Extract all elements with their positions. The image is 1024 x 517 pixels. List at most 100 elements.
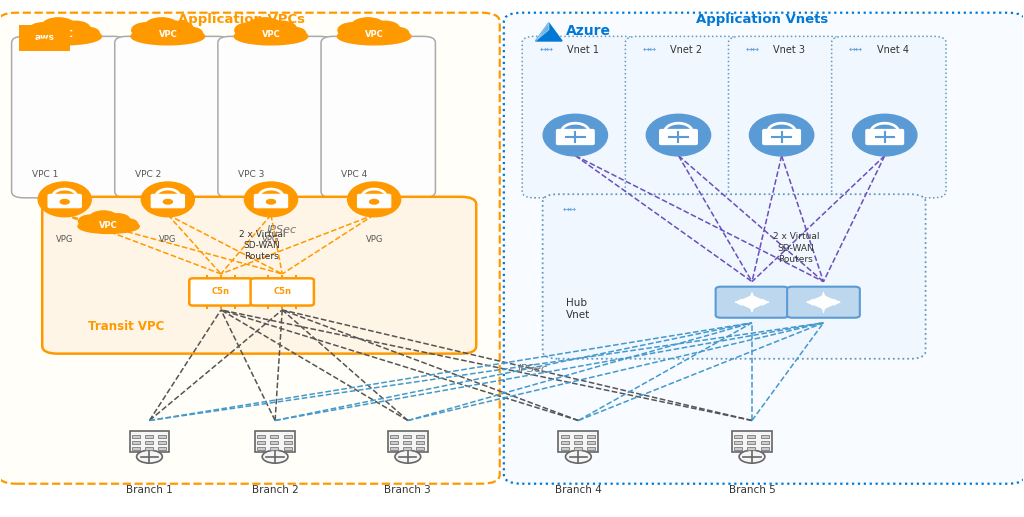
Text: Branch 4: Branch 4 — [555, 485, 602, 495]
FancyBboxPatch shape — [0, 13, 500, 484]
FancyBboxPatch shape — [748, 447, 756, 450]
FancyBboxPatch shape — [388, 431, 428, 452]
Text: Vnet 3: Vnet 3 — [773, 45, 806, 55]
Text: VPC 3: VPC 3 — [239, 170, 264, 179]
Circle shape — [144, 18, 178, 35]
FancyBboxPatch shape — [11, 36, 126, 198]
FancyBboxPatch shape — [728, 36, 843, 198]
FancyBboxPatch shape — [573, 447, 582, 450]
FancyBboxPatch shape — [390, 447, 398, 450]
FancyBboxPatch shape — [257, 435, 265, 438]
Text: C5n: C5n — [212, 287, 230, 296]
Text: VPC 1: VPC 1 — [32, 170, 58, 179]
Text: VPC 4: VPC 4 — [341, 170, 368, 179]
FancyBboxPatch shape — [734, 435, 742, 438]
Text: Application VPCs: Application VPCs — [178, 13, 305, 26]
Text: Hub
Vnet: Hub Vnet — [566, 298, 591, 320]
FancyBboxPatch shape — [158, 435, 166, 438]
FancyBboxPatch shape — [403, 447, 412, 450]
FancyBboxPatch shape — [716, 287, 788, 318]
Ellipse shape — [28, 28, 101, 45]
Text: VPC: VPC — [261, 31, 281, 39]
FancyBboxPatch shape — [573, 435, 582, 438]
FancyBboxPatch shape — [254, 194, 288, 208]
FancyBboxPatch shape — [270, 447, 279, 450]
FancyBboxPatch shape — [42, 197, 476, 354]
Text: Branch 3: Branch 3 — [384, 485, 431, 495]
FancyBboxPatch shape — [284, 447, 292, 450]
FancyBboxPatch shape — [158, 441, 166, 444]
FancyBboxPatch shape — [626, 36, 739, 198]
Circle shape — [370, 21, 399, 36]
Circle shape — [370, 200, 379, 204]
Circle shape — [262, 450, 288, 463]
Text: VPC: VPC — [99, 221, 118, 230]
FancyBboxPatch shape — [587, 447, 595, 450]
FancyBboxPatch shape — [144, 447, 153, 450]
Text: VPC: VPC — [55, 31, 74, 39]
FancyBboxPatch shape — [831, 36, 946, 198]
FancyBboxPatch shape — [255, 431, 295, 452]
Text: ↔↔: ↔↔ — [745, 45, 760, 54]
FancyBboxPatch shape — [558, 431, 598, 452]
Ellipse shape — [131, 28, 205, 45]
FancyBboxPatch shape — [522, 36, 637, 198]
FancyBboxPatch shape — [218, 36, 332, 198]
FancyBboxPatch shape — [748, 435, 756, 438]
FancyBboxPatch shape — [417, 435, 424, 438]
FancyBboxPatch shape — [158, 447, 166, 450]
Text: Application Vnets: Application Vnets — [696, 13, 828, 26]
Ellipse shape — [245, 182, 298, 217]
FancyBboxPatch shape — [152, 194, 184, 208]
Ellipse shape — [78, 219, 139, 234]
Text: Transit VPC: Transit VPC — [88, 320, 165, 333]
Circle shape — [739, 450, 765, 463]
Circle shape — [42, 18, 76, 35]
Text: 2 x Virtual
SD-WAN
Routers: 2 x Virtual SD-WAN Routers — [773, 233, 819, 264]
Circle shape — [79, 215, 103, 227]
Ellipse shape — [347, 182, 400, 217]
FancyBboxPatch shape — [18, 25, 70, 51]
FancyBboxPatch shape — [251, 278, 314, 306]
Circle shape — [179, 27, 203, 39]
FancyBboxPatch shape — [543, 194, 926, 359]
Text: ↔↔: ↔↔ — [643, 45, 656, 54]
Ellipse shape — [337, 28, 411, 45]
Text: VPG: VPG — [159, 235, 176, 245]
Polygon shape — [737, 296, 767, 309]
FancyBboxPatch shape — [763, 129, 801, 145]
Circle shape — [29, 23, 58, 38]
Circle shape — [283, 27, 305, 39]
FancyBboxPatch shape — [189, 278, 253, 306]
Text: Vnet 4: Vnet 4 — [877, 45, 908, 55]
Text: 2 x Virtual
SD-WAN
Routers: 2 x Virtual SD-WAN Routers — [239, 230, 285, 261]
Text: IPSec: IPSec — [267, 225, 297, 235]
Circle shape — [385, 27, 409, 39]
Text: VPG: VPG — [262, 235, 280, 245]
Ellipse shape — [141, 182, 195, 217]
Ellipse shape — [750, 114, 814, 156]
Text: VPG: VPG — [366, 235, 383, 245]
Text: IPSec: IPSec — [517, 364, 548, 374]
Circle shape — [132, 23, 161, 38]
FancyBboxPatch shape — [390, 441, 398, 444]
Circle shape — [248, 18, 282, 35]
Text: Branch 2: Branch 2 — [252, 485, 298, 495]
Text: ↔↔: ↔↔ — [563, 205, 578, 214]
Circle shape — [76, 27, 99, 39]
Circle shape — [105, 214, 130, 226]
Circle shape — [60, 200, 70, 204]
FancyBboxPatch shape — [761, 441, 769, 444]
Polygon shape — [809, 296, 839, 309]
Circle shape — [234, 23, 264, 38]
FancyBboxPatch shape — [270, 435, 279, 438]
Ellipse shape — [234, 28, 308, 45]
FancyBboxPatch shape — [257, 441, 265, 444]
FancyBboxPatch shape — [659, 129, 697, 145]
FancyBboxPatch shape — [560, 435, 568, 438]
Text: VPC: VPC — [159, 31, 177, 39]
FancyBboxPatch shape — [587, 435, 595, 438]
Ellipse shape — [853, 114, 916, 156]
FancyBboxPatch shape — [587, 441, 595, 444]
Text: Branch 5: Branch 5 — [729, 485, 775, 495]
